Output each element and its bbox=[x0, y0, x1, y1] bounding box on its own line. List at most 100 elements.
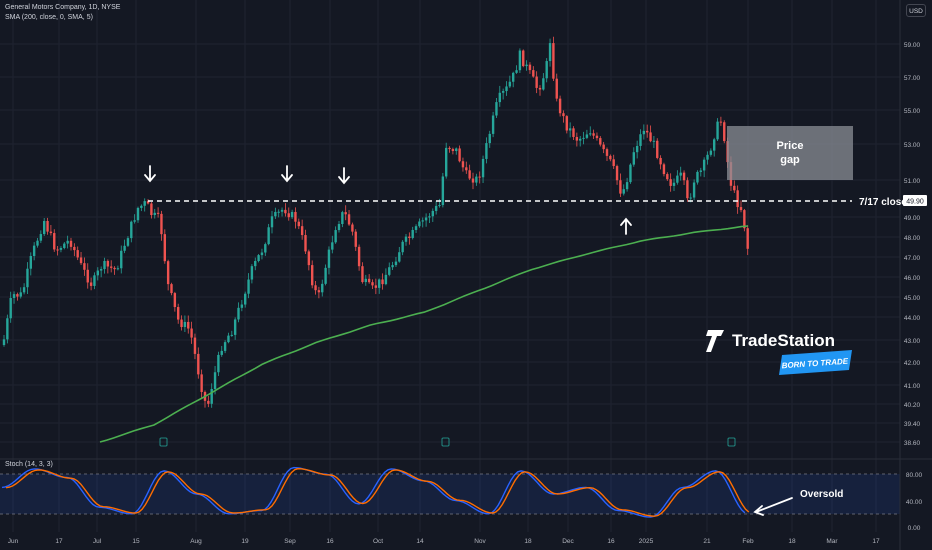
candle-body bbox=[46, 220, 49, 232]
candle-body bbox=[364, 278, 367, 283]
candle-body bbox=[250, 266, 254, 280]
candle-body bbox=[133, 220, 136, 222]
candle-body bbox=[233, 319, 237, 335]
candles bbox=[2, 36, 749, 408]
candle-body bbox=[669, 179, 672, 186]
candle-body bbox=[166, 261, 170, 285]
candle-body bbox=[153, 212, 156, 216]
price-tick-label: 53.00 bbox=[904, 142, 921, 149]
candle-body bbox=[140, 205, 143, 208]
candle-body bbox=[136, 207, 140, 221]
candle-body bbox=[247, 279, 250, 294]
candle-body bbox=[475, 176, 478, 183]
candle-body bbox=[257, 255, 260, 262]
candle-body bbox=[79, 257, 83, 264]
candle-body bbox=[334, 230, 337, 243]
candle-body bbox=[207, 400, 210, 404]
price-gap-label-2: gap bbox=[780, 154, 800, 166]
candle-body bbox=[572, 128, 575, 137]
price-tick-label: 57.00 bbox=[904, 75, 921, 82]
candle-body bbox=[512, 72, 515, 82]
candle-body bbox=[431, 210, 434, 217]
candle-body bbox=[485, 143, 488, 159]
candle-body bbox=[508, 81, 512, 87]
time-tick-label: Jun bbox=[8, 538, 19, 545]
time-tick-label: 16 bbox=[607, 538, 615, 545]
time-tick-label: Nov bbox=[474, 538, 486, 545]
candle-body bbox=[716, 121, 719, 140]
time-tick-label: Oct bbox=[373, 538, 383, 545]
time-axis[interactable]: Jun 17 Jul 15 Aug 19 Sep 16 Oct 14 Nov 18 Dec 16 2025 2… bbox=[8, 538, 880, 545]
candle-body bbox=[481, 158, 485, 178]
candle-body bbox=[213, 372, 217, 390]
price-axis[interactable]: 59.00 57.00 55.00 53.00 51.00 49.00 48.00 47.00… bbox=[904, 42, 921, 447]
candle-body bbox=[394, 261, 398, 266]
candle-body bbox=[535, 76, 538, 88]
candle-body bbox=[378, 279, 381, 288]
currency-button[interactable]: USD bbox=[906, 4, 926, 17]
stoch-label[interactable]: Stoch (14, 3, 3) bbox=[5, 461, 53, 468]
candle-body bbox=[297, 221, 300, 227]
candle-body bbox=[230, 334, 233, 336]
candle-body bbox=[565, 116, 568, 131]
stoch-tick-label: 80.00 bbox=[906, 472, 923, 479]
price-gap-box bbox=[727, 126, 853, 180]
logo-tagline-badge bbox=[779, 350, 852, 375]
time-tick-label: 18 bbox=[524, 538, 532, 545]
candle-body bbox=[280, 209, 284, 212]
candle-body bbox=[585, 134, 589, 138]
candle-body bbox=[682, 172, 686, 181]
price-tick-label: 59.00 bbox=[904, 42, 921, 49]
time-tick-label: 17 bbox=[872, 538, 880, 545]
candle-body bbox=[116, 268, 120, 270]
indicator-label[interactable]: SMA (200, close, 0, SMA, 5) bbox=[5, 14, 93, 21]
candle-body bbox=[605, 149, 609, 156]
candle-body bbox=[96, 270, 99, 276]
candle-body bbox=[56, 249, 59, 251]
candle-body bbox=[384, 274, 388, 285]
candle-body bbox=[106, 260, 110, 267]
candle-body bbox=[12, 294, 16, 299]
oversold-arrow-icon bbox=[753, 497, 793, 516]
candle-body bbox=[317, 290, 321, 293]
last-price-tag bbox=[903, 195, 927, 206]
time-tick-label: 16 bbox=[326, 538, 334, 545]
candle-body bbox=[160, 213, 163, 235]
candle-body bbox=[739, 207, 743, 211]
time-tick-label: 15 bbox=[132, 538, 140, 545]
candle-body bbox=[632, 152, 635, 165]
candle-body bbox=[589, 133, 592, 135]
candle-body bbox=[354, 231, 357, 247]
candle-body bbox=[344, 212, 347, 215]
candle-body bbox=[183, 321, 187, 328]
candle-body bbox=[575, 136, 579, 141]
candle-body bbox=[451, 149, 455, 152]
price-tick-label: 55.00 bbox=[904, 108, 921, 115]
candle-body bbox=[488, 133, 491, 144]
candle-body bbox=[244, 293, 247, 305]
candle-body bbox=[689, 197, 692, 199]
price-tick-label: 42.00 bbox=[904, 360, 921, 367]
candle-body bbox=[461, 161, 465, 168]
candle-body bbox=[93, 275, 96, 286]
candle-body bbox=[321, 283, 324, 293]
candle-body bbox=[371, 282, 374, 286]
candle-body bbox=[76, 250, 79, 258]
logo-name: TradeStation bbox=[732, 331, 835, 350]
price-tick-label: 51.00 bbox=[904, 178, 921, 185]
candle-body bbox=[274, 211, 277, 217]
candle-body bbox=[69, 240, 73, 247]
candle-body bbox=[290, 211, 294, 218]
candle-body bbox=[629, 164, 632, 183]
candle-body bbox=[424, 217, 428, 221]
candle-body bbox=[692, 182, 696, 198]
sma-line bbox=[99, 225, 749, 443]
price-tick-label: 46.00 bbox=[904, 275, 921, 282]
candle-body bbox=[538, 87, 542, 90]
time-tick-label: Aug bbox=[190, 538, 202, 545]
candle-body bbox=[63, 243, 66, 248]
candle-body bbox=[173, 293, 177, 308]
time-tick-label: Dec bbox=[562, 538, 574, 545]
price-tick-label: 44.00 bbox=[904, 315, 921, 322]
